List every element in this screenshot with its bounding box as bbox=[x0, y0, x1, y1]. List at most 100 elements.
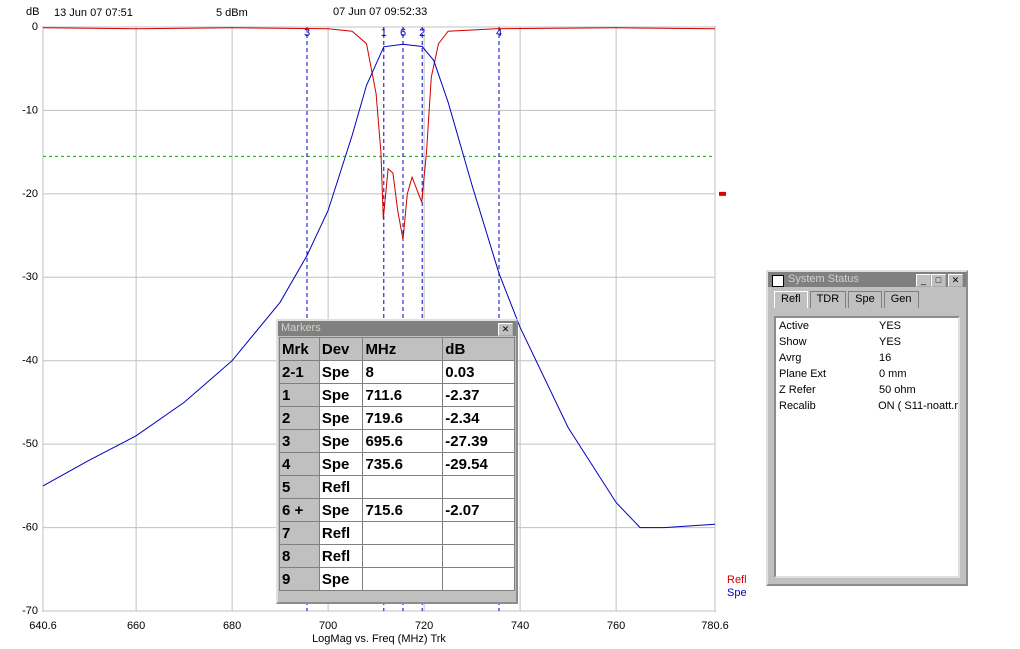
app-icon bbox=[772, 275, 784, 287]
empty-cell bbox=[442, 521, 515, 545]
table-cell: Refl bbox=[318, 544, 364, 568]
x-tick-label: 780.6 bbox=[701, 620, 729, 632]
y-tick-label: -40 bbox=[22, 355, 38, 367]
empty-cell bbox=[362, 567, 444, 591]
tab[interactable]: Gen bbox=[883, 291, 919, 308]
marker-label: 3 bbox=[304, 27, 310, 39]
table-cell: 711.6 bbox=[362, 383, 444, 407]
table-cell: Spe bbox=[318, 567, 364, 591]
x-tick-label: 660 bbox=[127, 620, 145, 632]
column-header: MHz bbox=[362, 337, 444, 361]
marker-label: 4 bbox=[496, 27, 502, 39]
series-line bbox=[42, 43, 716, 529]
status-row: Plane Ext 0 mm bbox=[776, 366, 958, 382]
table-cell: Refl bbox=[318, 475, 364, 499]
table-cell: -27.39 bbox=[442, 429, 515, 453]
y-tick-label: -70 bbox=[22, 605, 38, 617]
marker-label: 2 bbox=[419, 27, 425, 39]
y-tick-label: -60 bbox=[22, 521, 38, 533]
legend-entry: Refl bbox=[727, 574, 747, 586]
x-tick-label: 680 bbox=[223, 620, 241, 632]
status-key: Avrg bbox=[779, 352, 802, 364]
table-cell: -2.07 bbox=[442, 498, 515, 522]
status-window[interactable]: System Status _ □ ✕ Refl TDR Spe Gen Active… bbox=[766, 270, 968, 586]
empty-cell bbox=[442, 544, 515, 568]
legend-entry: Spe bbox=[727, 587, 747, 599]
table-cell: Spe bbox=[318, 429, 364, 453]
close-button[interactable]: ✕ bbox=[498, 323, 513, 336]
status-value: YES bbox=[879, 336, 902, 348]
markers-window[interactable]: Markers ✕ Mrk Dev MHz dB 2-1 Spe 8 0.03 1 Spe 711.… bbox=[276, 319, 518, 604]
y-tick-label: -50 bbox=[22, 438, 38, 450]
table-cell: -29.54 bbox=[442, 452, 515, 476]
x-tick-label: 720 bbox=[415, 620, 433, 632]
series-line bbox=[42, 27, 716, 240]
table-cell: 5 bbox=[279, 475, 320, 499]
markers-table: Mrk Dev MHz dB 2-1 Spe 8 0.03 1 Spe 711.6 -2.37 2 Spe… bbox=[279, 337, 515, 591]
table-cell: Spe bbox=[318, 383, 364, 407]
status-key: Active bbox=[779, 320, 809, 332]
status-row: Z Refer 50 ohm bbox=[776, 382, 958, 398]
table-cell: 0.03 bbox=[442, 360, 515, 384]
status-value: 50 ohm bbox=[879, 384, 916, 396]
table-cell: 4 bbox=[279, 452, 320, 476]
empty-cell bbox=[362, 521, 444, 545]
status-key: Show bbox=[779, 336, 807, 348]
close-button[interactable]: ✕ bbox=[948, 274, 963, 287]
status-row: Show YES bbox=[776, 334, 958, 350]
tab-strip: Refl TDR Spe Gen bbox=[768, 287, 966, 308]
table-cell: 695.6 bbox=[362, 429, 444, 453]
empty-cell bbox=[442, 567, 515, 591]
table-cell: 8 bbox=[279, 544, 320, 568]
table-cell: 719.6 bbox=[362, 406, 444, 430]
table-cell: Spe bbox=[318, 360, 364, 384]
marker-label: 1 bbox=[381, 27, 387, 39]
x-tick-label: 700 bbox=[319, 620, 337, 632]
table-cell: 9 bbox=[279, 567, 320, 591]
y-tick-label: -10 bbox=[22, 104, 38, 116]
table-cell: Spe bbox=[318, 498, 364, 522]
y-unit: dB bbox=[26, 6, 39, 18]
table-cell: Refl bbox=[318, 521, 364, 545]
status-key: Z Refer bbox=[779, 384, 816, 396]
column-header: Mrk bbox=[279, 337, 320, 361]
empty-cell bbox=[362, 544, 444, 568]
table-cell: 2-1 bbox=[279, 360, 320, 384]
date-left: 13 Jun 07 07:51 bbox=[54, 7, 133, 19]
minimize-button[interactable]: _ bbox=[916, 274, 931, 287]
table-cell: -2.34 bbox=[442, 406, 515, 430]
table-cell: Spe bbox=[318, 406, 364, 430]
column-header: Dev bbox=[318, 337, 364, 361]
y-tick-label: -20 bbox=[22, 188, 38, 200]
status-value: YES bbox=[879, 320, 902, 332]
date-center: 07 Jun 07 09:52:33 bbox=[333, 6, 427, 18]
column-header: dB bbox=[442, 337, 515, 361]
empty-cell bbox=[362, 475, 444, 499]
status-key: Recalib bbox=[779, 400, 816, 412]
table-cell: -2.37 bbox=[442, 383, 515, 407]
status-row: Active YES bbox=[776, 318, 958, 334]
y-tick-label: -30 bbox=[22, 271, 38, 283]
tab[interactable]: Refl bbox=[774, 291, 808, 308]
tab[interactable]: TDR bbox=[809, 291, 847, 308]
status-row: Avrg 16 bbox=[776, 350, 958, 366]
table-cell: 715.6 bbox=[362, 498, 444, 522]
table-cell: 3 bbox=[279, 429, 320, 453]
status-key: Plane Ext bbox=[779, 368, 827, 380]
y-tick-label: 0 bbox=[32, 21, 38, 33]
table-cell: 6 + bbox=[279, 498, 320, 522]
status-value: 16 bbox=[879, 352, 892, 364]
x-label: LogMag vs. Freq (MHz) Trk bbox=[312, 633, 446, 645]
maximize-button[interactable]: □ bbox=[931, 274, 946, 287]
status-value: 0 mm bbox=[879, 368, 907, 380]
markers-title: Markers bbox=[278, 321, 516, 336]
tab[interactable]: Spe bbox=[848, 291, 882, 308]
empty-cell bbox=[442, 475, 515, 499]
table-cell: 7 bbox=[279, 521, 320, 545]
status-value: ON ( S11-noatt.r bbox=[878, 400, 958, 412]
power: 5 dBm bbox=[216, 7, 248, 19]
x-tick-label: 740 bbox=[511, 620, 529, 632]
status-row: Recalib ON ( S11-noatt.r bbox=[776, 398, 958, 414]
status-list: Active YES Show YES Avrg 16 Plane Ext 0 mm Z Ref… bbox=[774, 316, 960, 578]
